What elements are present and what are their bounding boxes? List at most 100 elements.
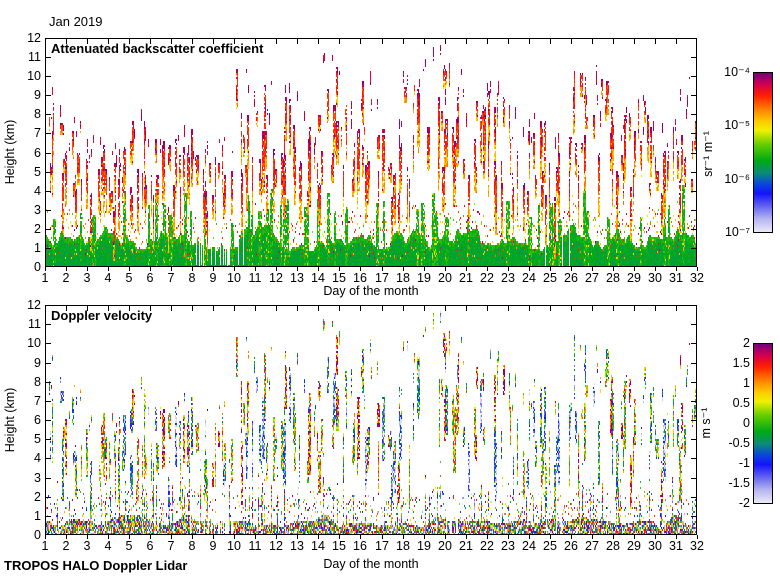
x-tick-mark [697,535,698,539]
x-tick-label: 13 [290,271,304,285]
y-tick-label: 8 [34,374,41,389]
y-tick-label: 10 [27,69,41,84]
colorbar1-tick-label: 10⁻⁴ [724,65,750,79]
backscatter-colorbar [753,72,773,233]
colorbar2-tick-label: -2 [738,496,750,510]
x-tick-mark [87,535,88,539]
x-tick-label: 20 [438,271,452,285]
x-tick-mark [487,535,488,539]
x-tick-mark [676,535,677,539]
x-tick-mark [171,267,172,271]
x-tick-mark [424,535,425,539]
x-tick-label: 7 [167,539,175,553]
y-tick-label: 12 [27,298,41,312]
x-tick-mark [150,267,151,271]
x-tick-label: 31 [669,539,683,553]
colorbar1-tick-label: 10⁻⁵ [724,118,750,133]
y-tick-label: 0 [34,260,41,274]
x-tick-label: 22 [480,271,494,285]
x-tick-mark [318,267,319,271]
x-tick-label: 32 [690,271,704,285]
x-tick-label: 23 [501,271,515,285]
x-tick-label: 18 [396,271,410,285]
x-tick-label: 4 [104,539,112,553]
colorbar1-tick-label: 10⁻⁷ [724,225,750,239]
x-tick-mark [339,267,340,271]
x-tick-label: 10 [227,271,241,285]
x-tick-label: 28 [606,271,620,285]
x-tick-label: 14 [311,271,325,285]
x-tick-label: 1 [41,539,49,553]
x-tick-mark [403,267,404,271]
x-tick-mark [445,267,446,271]
x-tick-label: 29 [627,539,641,553]
x-tick-label: 1 [41,271,49,285]
x-tick-mark [403,535,404,539]
x-tick-label: 29 [627,271,641,285]
x-tick-label: 26 [564,271,578,285]
y-tick-label: 2 [34,221,41,236]
x-tick-label: 8 [188,271,196,285]
x-tick-mark [634,535,635,539]
x-tick-mark [318,535,319,539]
y-tick-label: 12 [27,31,41,45]
x-tick-mark [571,535,572,539]
x-tick-mark [466,267,467,271]
x-tick-label: 3 [83,539,91,553]
x-tick-label: 30 [648,271,662,285]
figure-title: Jan 2019 [49,14,103,29]
x-tick-label: 18 [396,539,410,553]
x-tick-mark [255,267,256,271]
colorbar2-tick-label: -0.5 [728,436,750,450]
y-tick-label: 7 [34,393,41,408]
colorbar2-tick-label: -1 [738,456,750,470]
x-tick-mark [108,267,109,271]
x-tick-mark [297,267,298,271]
x-tick-label: 6 [146,539,154,553]
colorbar2-tick-label: 2 [743,336,750,350]
x-tick-mark [655,535,656,539]
x-tick-label: 2 [62,539,70,553]
x-tick-label: 27 [585,271,599,285]
x-tick-mark [508,267,509,271]
x-tick-mark [150,535,151,539]
x-tick-label: 27 [585,539,599,553]
x-tick-label: 12 [269,271,283,285]
x-tick-label: 21 [459,539,473,553]
x-tick-label: 17 [375,271,389,285]
x-tick-label: 5 [125,539,133,553]
y-tick-label: 5 [34,432,41,447]
x-tick-mark [382,535,383,539]
panel1-title: Attenuated backscatter coefficient [51,41,264,56]
x-tick-label: 19 [417,271,431,285]
y-tick-label: 5 [34,164,41,179]
x-tick-label: 17 [375,539,389,553]
x-tick-label: 16 [353,539,367,553]
x-tick-mark [129,535,130,539]
x-tick-label: 2 [62,271,70,285]
y-tick-label: 8 [34,107,41,122]
x-tick-mark [66,535,67,539]
x-tick-label: 31 [669,271,683,285]
x-tick-label: 15 [332,539,346,553]
x-tick-mark [697,267,698,271]
x-tick-label: 24 [522,271,536,285]
x-tick-mark [550,267,551,271]
x-tick-mark [529,267,530,271]
colorbar1-tick-label: 10⁻⁶ [724,171,750,186]
x-tick-label: 20 [438,539,452,553]
x-tick-mark [45,535,46,539]
y-tick-label: 4 [34,451,41,466]
x-tick-label: 14 [311,539,325,553]
y-tick-label: 9 [34,88,41,103]
x-tick-label: 25 [543,271,557,285]
y-tick-label: 1 [34,508,41,523]
x-tick-mark [466,535,467,539]
x-tick-mark [592,267,593,271]
x-tick-label: 4 [104,271,112,285]
x-tick-mark [571,267,572,271]
x-tick-mark [550,535,551,539]
doppler-heatmap-canvas [45,305,697,535]
x-tick-label: 26 [564,539,578,553]
